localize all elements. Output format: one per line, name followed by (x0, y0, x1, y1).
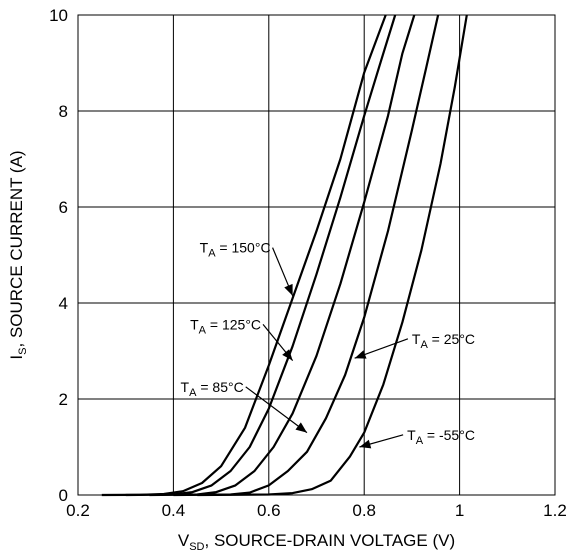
grid (78, 15, 555, 495)
series-label-0: TA = 150°C (200, 240, 271, 260)
annotations: TA = 150°CTA = 125°CTA = 85°CTA = 25°CTA… (181, 240, 475, 449)
y-tick-label: 6 (59, 198, 68, 217)
y-tick-label: 0 (59, 486, 68, 505)
series-line-3 (173, 14, 440, 497)
series-label-main: T (407, 427, 416, 443)
x-tick-label: 0.2 (66, 501, 90, 520)
x-axis-title-sub: SD (189, 541, 204, 553)
series-label-1: TA = 125°C (190, 316, 261, 336)
y-tick-label: 8 (59, 102, 68, 121)
y-axis-title-rest: , SOURCE CURRENT (A) (7, 150, 26, 347)
series-label-main: T (190, 316, 199, 332)
y-axis-title-sub: S (17, 348, 29, 355)
series-label-main: T (412, 331, 421, 347)
y-axis-title: IS, SOURCE CURRENT (A) (7, 150, 29, 359)
x-tick-label: 1.2 (543, 501, 567, 520)
y-tick-label: 2 (59, 390, 68, 409)
x-axis-title-main: V (178, 531, 190, 550)
series-label-rest: = 85°C (196, 379, 243, 395)
series-label-rest: = 25°C (428, 331, 475, 347)
y-axis-title-main: I (7, 355, 26, 360)
x-axis-title-rest: , SOURCE-DRAIN VOLTAGE (V) (205, 531, 456, 550)
series-line-4 (197, 14, 468, 497)
series-label-rest: = -55°C (423, 427, 475, 443)
series-label-sub: A (199, 324, 207, 336)
series-group (101, 14, 468, 497)
x-tick-label: 0.8 (352, 501, 376, 520)
annotation-leader-2 (245, 386, 308, 434)
series-line-2 (149, 14, 416, 497)
annotation-arrowhead-1 (282, 349, 293, 361)
annotation-arrowhead-2 (295, 422, 307, 433)
series-label-rest: = 150°C (216, 240, 271, 256)
annotation-arrowhead-4 (359, 439, 372, 449)
x-axis-title: VSD, SOURCE-DRAIN VOLTAGE (V) (178, 531, 455, 553)
series-label-main: T (200, 240, 209, 256)
series-label-3: TA = 25°C (412, 331, 475, 351)
plot-area (77, 14, 556, 496)
series-line-1 (125, 14, 397, 497)
series-label-4: TA = -55°C (407, 427, 475, 447)
y-tick-label: 4 (59, 294, 68, 313)
x-axis: 0.2 0.4 0.6 0.8 1 1.2 (66, 501, 567, 520)
series-label-rest: = 125°C (206, 316, 261, 332)
series-label-2: TA = 85°C (181, 379, 244, 399)
x-tick-label: 1 (455, 501, 464, 520)
x-tick-label: 0.6 (257, 501, 281, 520)
y-axis: 0 2 4 6 8 10 (49, 6, 68, 505)
series-label-sub: A (420, 339, 428, 351)
x-tick-label: 0.4 (162, 501, 186, 520)
series-label-sub: A (416, 435, 424, 447)
y-tick-label: 10 (49, 6, 68, 25)
annotation-arrowhead-3 (354, 350, 367, 359)
series-label-sub: A (208, 248, 216, 260)
series-label-main: T (181, 379, 190, 395)
annotation-arrowhead-0 (284, 283, 293, 296)
series-label-sub: A (189, 387, 197, 399)
